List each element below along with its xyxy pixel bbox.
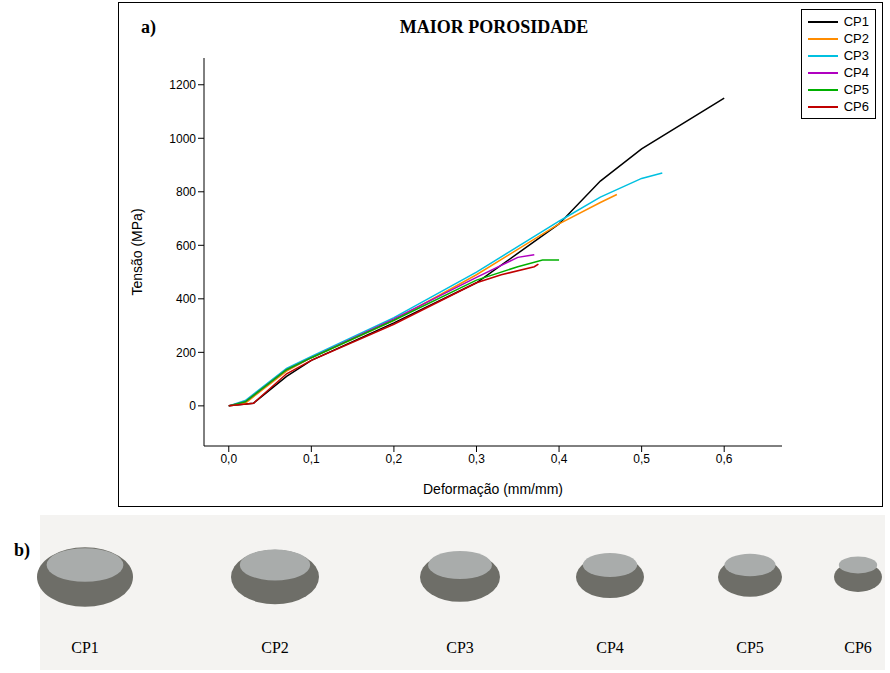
svg-text:CP1: CP1 xyxy=(71,639,99,656)
svg-text:CP6: CP6 xyxy=(844,639,872,656)
svg-text:200: 200 xyxy=(176,346,196,360)
html-text:CP4: CP4 xyxy=(843,65,869,80)
svg-text:Deformação (mm/mm): Deformação (mm/mm) xyxy=(423,481,563,497)
svg-text:CP3: CP3 xyxy=(446,639,474,656)
svg-text:CP4: CP4 xyxy=(596,639,624,656)
html-text:CP3: CP3 xyxy=(843,48,869,63)
svg-text:0,1: 0,1 xyxy=(303,452,320,466)
svg-text:CP2: CP2 xyxy=(261,639,289,656)
svg-text:0: 0 xyxy=(189,399,196,413)
svg-text:Tensão (MPa): Tensão (MPa) xyxy=(129,208,145,295)
svg-text:800: 800 xyxy=(176,185,196,199)
html-text:a): a) xyxy=(141,17,156,37)
svg-text:0,5: 0,5 xyxy=(633,452,650,466)
svg-text:600: 600 xyxy=(176,239,196,253)
svg-text:0,4: 0,4 xyxy=(551,452,568,466)
svg-text:CP5: CP5 xyxy=(736,639,764,656)
html-text:MAIOR POROSIDADE: MAIOR POROSIDADE xyxy=(399,17,589,37)
svg-text:0,0: 0,0 xyxy=(220,452,237,466)
svg-text:0,2: 0,2 xyxy=(386,452,403,466)
svg-text:400: 400 xyxy=(176,292,196,306)
html-text:CP6: CP6 xyxy=(843,99,869,114)
svg-text:0,3: 0,3 xyxy=(468,452,485,466)
svg-text:1200: 1200 xyxy=(169,78,196,92)
html-text:CP2: CP2 xyxy=(843,31,869,46)
html-text:CP1: CP1 xyxy=(843,14,869,29)
svg-text:0,6: 0,6 xyxy=(716,452,733,466)
svg-text:1000: 1000 xyxy=(169,132,196,146)
html-text:CP5: CP5 xyxy=(843,82,869,97)
html-text:b): b) xyxy=(14,540,30,560)
